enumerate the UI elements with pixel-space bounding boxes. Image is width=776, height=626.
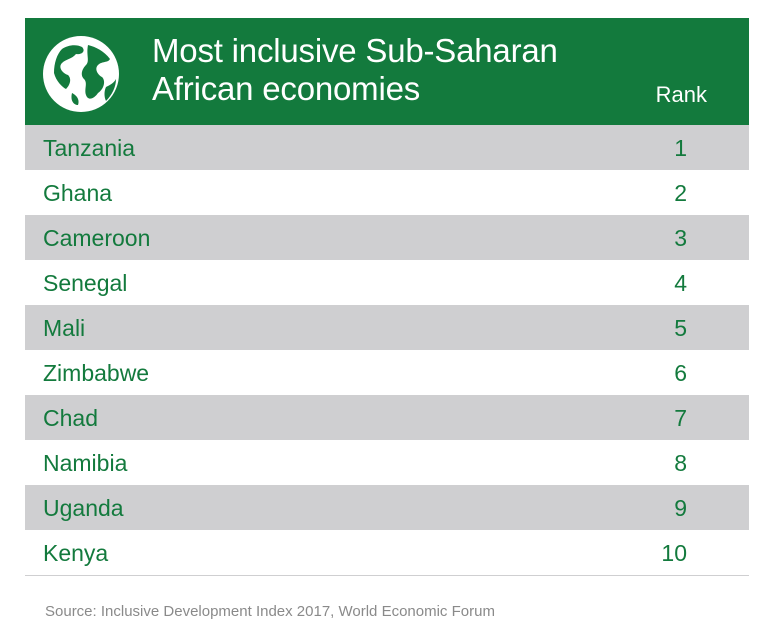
table-row: Senegal 4 (25, 260, 749, 305)
country-name: Cameroon (43, 225, 151, 251)
table-title: Most inclusive Sub-Saharan African econo… (152, 32, 558, 107)
rank-value: 4 (674, 270, 687, 296)
country-name: Chad (43, 405, 98, 431)
rank-value: 8 (674, 450, 687, 476)
country-name: Zimbabwe (43, 360, 150, 386)
rank-value: 5 (674, 315, 687, 341)
globe-icon (43, 36, 119, 112)
country-name: Tanzania (43, 135, 136, 161)
country-name: Namibia (43, 450, 128, 476)
rank-column-header: Rank (655, 82, 707, 107)
country-name: Mali (43, 315, 86, 341)
table-row: Ghana 2 (25, 170, 749, 215)
source-note: Source: Inclusive Development Index 2017… (45, 603, 495, 620)
table-row: Uganda 9 (25, 485, 749, 530)
rank-value: 9 (674, 495, 687, 521)
rank-value: 2 (674, 180, 687, 206)
country-name: Ghana (43, 180, 113, 206)
table-row: Cameroon 3 (25, 215, 749, 260)
country-name: Senegal (43, 270, 128, 296)
country-name: Kenya (43, 540, 109, 566)
rank-value: 3 (674, 225, 687, 251)
bottom-divider (25, 575, 749, 576)
table-row: Mali 5 (25, 305, 749, 350)
table-row: Zimbabwe 6 (25, 350, 749, 395)
country-name: Uganda (43, 495, 124, 521)
table-row: Namibia 8 (25, 440, 749, 485)
rank-value: 6 (674, 360, 687, 386)
table-body: Tanzania 1 Ghana 2 Cameroon 3 Senegal 4 Mali 5 Zim… (25, 125, 749, 575)
rank-value: 1 (674, 135, 687, 161)
table-row: Tanzania 1 (25, 125, 749, 170)
table-header: Most inclusive Sub-Saharan African econo… (25, 18, 749, 125)
ranking-table: Most inclusive Sub-Saharan African econo… (25, 18, 749, 576)
rank-value: 7 (674, 405, 687, 431)
rank-value: 10 (661, 540, 687, 566)
table-row: Kenya 10 (25, 530, 749, 575)
table-row: Chad 7 (25, 395, 749, 440)
